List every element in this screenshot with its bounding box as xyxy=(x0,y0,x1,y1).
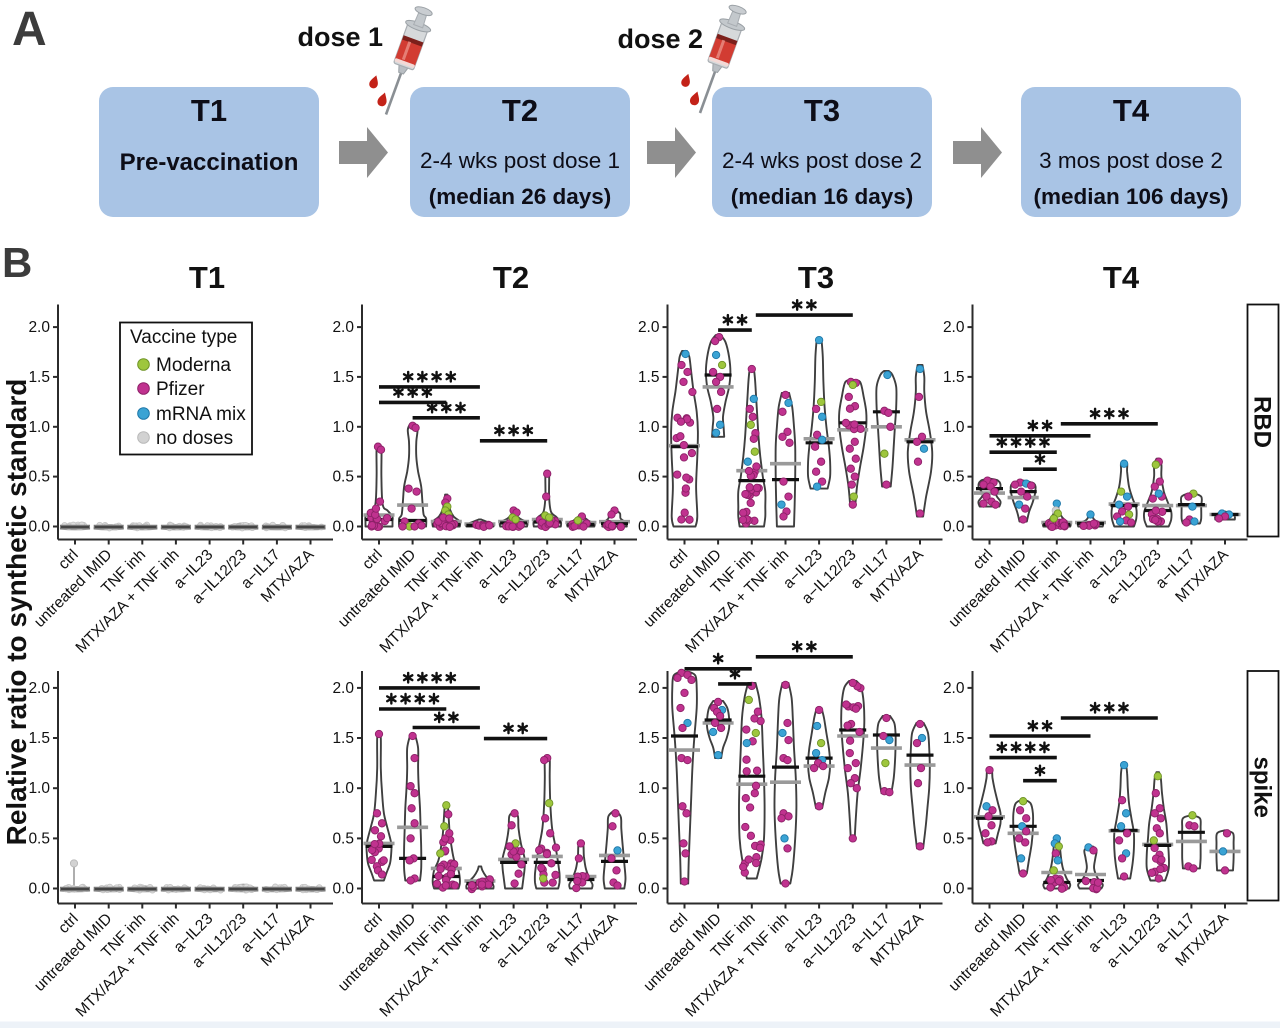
svg-text:2.0: 2.0 xyxy=(332,680,354,697)
svg-text:(median 106 days): (median 106 days) xyxy=(1033,184,1228,209)
svg-text:2.0: 2.0 xyxy=(28,319,50,336)
svg-text:0.0: 0.0 xyxy=(28,519,50,536)
svg-text:(median 26 days): (median 26 days) xyxy=(429,184,612,209)
svg-text:T3: T3 xyxy=(798,260,834,295)
svg-text:0.5: 0.5 xyxy=(28,469,50,486)
svg-text:B: B xyxy=(2,239,32,286)
svg-text:0.5: 0.5 xyxy=(28,830,50,847)
svg-text:0.0: 0.0 xyxy=(332,881,354,898)
svg-text:(median 16 days): (median 16 days) xyxy=(731,184,914,209)
svg-text:Pfizer: Pfizer xyxy=(156,379,205,400)
svg-text:dose 2: dose 2 xyxy=(617,24,703,54)
svg-text:1.5: 1.5 xyxy=(28,369,50,386)
svg-text:2.0: 2.0 xyxy=(332,319,354,336)
svg-text:3 mos post dose 2: 3 mos post dose 2 xyxy=(1039,148,1223,173)
svg-text:A: A xyxy=(12,3,47,56)
svg-text:0.5: 0.5 xyxy=(332,469,354,486)
svg-text:1.0: 1.0 xyxy=(332,780,354,797)
svg-text:1.0: 1.0 xyxy=(638,419,660,436)
svg-text:T4: T4 xyxy=(1113,93,1150,128)
svg-text:0.5: 0.5 xyxy=(943,830,965,847)
svg-text:Pre-vaccination: Pre-vaccination xyxy=(120,149,299,176)
svg-text:1.0: 1.0 xyxy=(332,419,354,436)
svg-text:1.0: 1.0 xyxy=(943,419,965,436)
svg-text:2.0: 2.0 xyxy=(638,680,660,697)
svg-text:2.0: 2.0 xyxy=(28,680,50,697)
svg-text:Vaccine type: Vaccine type xyxy=(130,327,237,348)
svg-text:T2: T2 xyxy=(493,260,529,295)
svg-text:0.0: 0.0 xyxy=(638,519,660,536)
svg-text:0.5: 0.5 xyxy=(332,830,354,847)
svg-text:dose 1: dose 1 xyxy=(297,22,383,52)
svg-text:RBD: RBD xyxy=(1249,396,1276,448)
svg-text:Moderna: Moderna xyxy=(156,355,231,376)
svg-text:1.5: 1.5 xyxy=(332,369,354,386)
svg-text:0.0: 0.0 xyxy=(332,519,354,536)
svg-text:T1: T1 xyxy=(191,93,227,128)
svg-text:1.0: 1.0 xyxy=(28,780,50,797)
svg-text:T1: T1 xyxy=(189,260,225,295)
svg-text:spike: spike xyxy=(1249,757,1276,818)
svg-text:2.0: 2.0 xyxy=(638,319,660,336)
svg-text:no doses: no doses xyxy=(156,428,233,449)
svg-text:1.5: 1.5 xyxy=(638,369,660,386)
svg-text:0.5: 0.5 xyxy=(638,830,660,847)
svg-text:1.0: 1.0 xyxy=(28,419,50,436)
svg-text:T4: T4 xyxy=(1103,260,1140,295)
svg-text:Relative ratio to synthetic st: Relative ratio to synthetic standard xyxy=(1,379,32,846)
svg-text:2.0: 2.0 xyxy=(943,680,965,697)
svg-text:2.0: 2.0 xyxy=(943,319,965,336)
svg-text:1.0: 1.0 xyxy=(638,780,660,797)
svg-text:0.5: 0.5 xyxy=(638,469,660,486)
svg-text:0.5: 0.5 xyxy=(943,469,965,486)
svg-text:1.5: 1.5 xyxy=(943,369,965,386)
svg-text:0.0: 0.0 xyxy=(28,881,50,898)
svg-text:1.5: 1.5 xyxy=(943,730,965,747)
svg-text:1.5: 1.5 xyxy=(332,730,354,747)
svg-text:2-4 wks post dose 1: 2-4 wks post dose 1 xyxy=(420,148,620,173)
svg-text:mRNA mix: mRNA mix xyxy=(156,404,246,425)
svg-text:T2: T2 xyxy=(502,93,538,128)
svg-text:2-4 wks post dose 2: 2-4 wks post dose 2 xyxy=(722,148,922,173)
svg-text:1.5: 1.5 xyxy=(638,730,660,747)
svg-text:1.5: 1.5 xyxy=(28,730,50,747)
svg-text:T3: T3 xyxy=(804,93,840,128)
svg-text:1.0: 1.0 xyxy=(943,780,965,797)
svg-text:0.0: 0.0 xyxy=(638,881,660,898)
svg-text:0.0: 0.0 xyxy=(943,519,965,536)
svg-text:0.0: 0.0 xyxy=(943,881,965,898)
